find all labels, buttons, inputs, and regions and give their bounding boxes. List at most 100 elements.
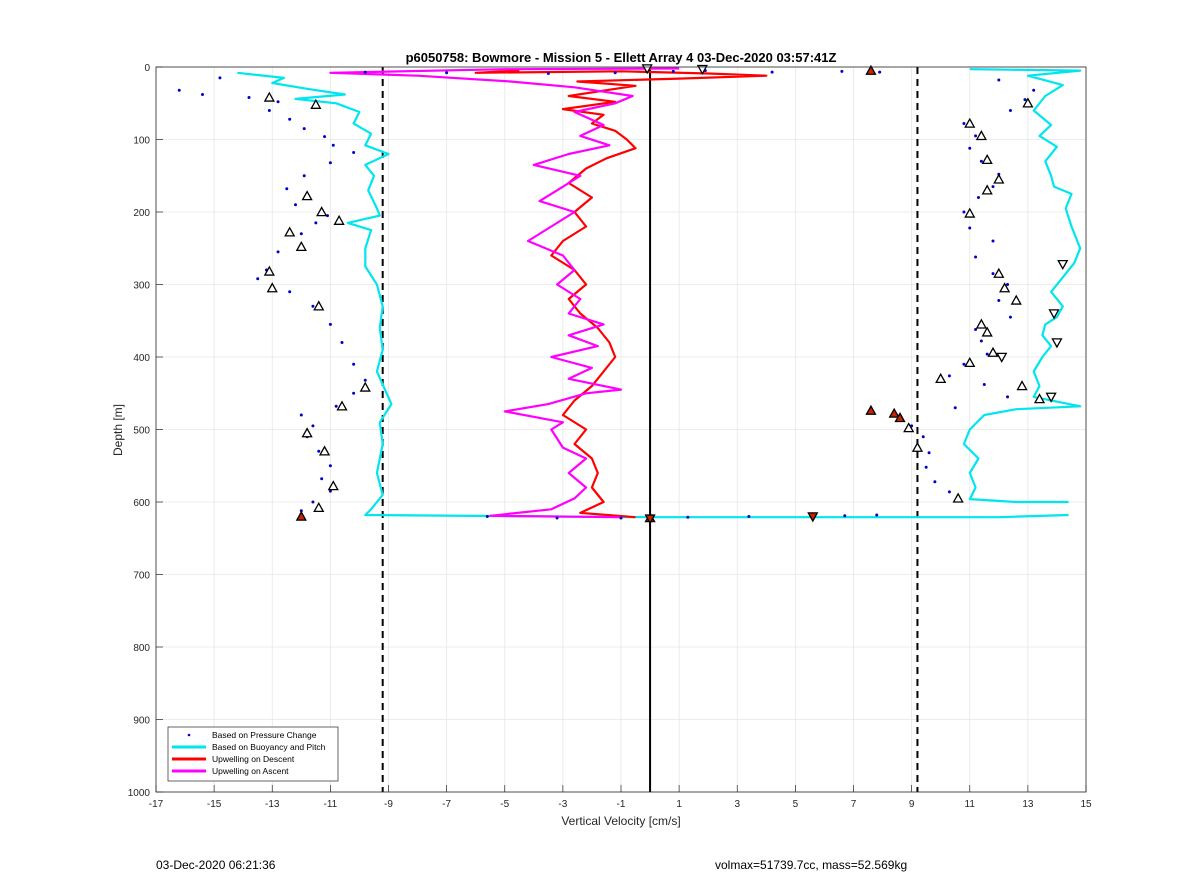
pressure-change-point <box>311 424 315 428</box>
x-tick-label: -11 <box>324 799 338 810</box>
open-up-triangle-marker <box>263 91 275 102</box>
pressure-change-point <box>953 406 957 410</box>
legend-label-descent: Upwelling on Descent <box>212 754 295 764</box>
open-up-triangle-marker <box>313 501 325 513</box>
pressure-change-point <box>352 151 356 155</box>
pressure-change-point <box>933 480 937 484</box>
pressure-change-point <box>328 489 332 493</box>
pressure-change-point <box>285 187 289 191</box>
x-tick-label: -7 <box>442 799 451 810</box>
pressure-change-point <box>962 362 966 366</box>
pressure-change-point <box>311 304 315 308</box>
open-up-triangle-marker <box>964 207 976 218</box>
pressure-change-point <box>302 127 306 131</box>
open-up-triangle-marker <box>911 441 924 452</box>
open-up-triangle-marker <box>1033 393 1046 404</box>
pressure-change-point <box>974 327 978 331</box>
filled-down-triangle-marker <box>644 514 656 525</box>
open-up-triangle-marker <box>1010 294 1022 305</box>
pressure-change-point <box>546 72 550 76</box>
open-up-triangle-marker <box>999 282 1011 293</box>
open-up-triangle-marker <box>935 372 947 384</box>
x-tick-label: 3 <box>734 799 740 810</box>
pressure-change-point <box>352 362 356 366</box>
pressure-change-point <box>968 226 972 230</box>
open-up-triangle-marker <box>301 190 313 201</box>
pressure-change-point <box>276 250 280 254</box>
open-up-triangle-marker <box>263 265 275 276</box>
y-tick-label: 600 <box>133 498 150 509</box>
pressure-change-point <box>247 95 251 99</box>
open-up-triangle-marker <box>318 445 331 456</box>
x-tick-label: 15 <box>1080 799 1092 810</box>
pressure-change-point <box>619 516 623 520</box>
open-down-triangle-marker <box>1045 392 1057 403</box>
pressure-change-point <box>927 451 931 455</box>
pressure-change-point <box>299 232 303 236</box>
open-up-triangle-marker <box>316 206 328 217</box>
open-up-triangle-marker <box>284 226 296 237</box>
pressure-change-point <box>288 290 292 294</box>
pressure-change-point <box>997 78 1001 82</box>
pressure-change-point <box>924 465 928 469</box>
pressure-change-point <box>201 93 204 97</box>
buoyancy-pitch-line <box>237 71 1069 519</box>
pressure-change-point <box>1032 88 1036 92</box>
filled-up-triangle-marker <box>865 64 877 75</box>
open-down-triangle-marker <box>1048 309 1060 320</box>
pressure-change-point <box>352 391 356 395</box>
pressure-change-point <box>320 477 324 481</box>
x-tick-label: -15 <box>207 799 222 810</box>
pressure-change-point <box>445 71 449 75</box>
legend-label-pressure: Based on Pressure Change <box>212 730 317 740</box>
pressure-change-point <box>485 515 489 518</box>
open-up-triangle-marker <box>327 480 339 491</box>
pressure-change-point <box>328 161 332 165</box>
pressure-change-point <box>314 221 318 225</box>
open-up-triangle-marker <box>336 400 348 411</box>
pressure-change-point <box>991 239 995 243</box>
open-up-triangle-marker <box>310 98 322 109</box>
pressure-change-point <box>979 339 983 343</box>
open-up-triangle-marker <box>964 117 976 128</box>
open-down-triangle-marker <box>1051 338 1063 349</box>
triangle-markers <box>263 64 1069 525</box>
data-series <box>177 67 1082 520</box>
x-tick-label: -3 <box>558 799 567 810</box>
pressure-change-point <box>302 174 306 178</box>
open-up-triangle-marker <box>981 184 993 195</box>
open-up-triangle-marker <box>975 318 987 329</box>
pressure-change-point <box>613 71 617 75</box>
open-up-triangle-marker <box>1022 97 1034 108</box>
pressure-change-point <box>770 70 774 74</box>
pressure-change-point <box>843 514 847 518</box>
pressure-change-point <box>979 159 983 163</box>
pressure-change-point <box>328 322 332 326</box>
pressure-change-point <box>974 134 978 138</box>
pressure-change-point <box>686 515 690 519</box>
open-up-triangle-marker <box>313 300 325 311</box>
x-tick-label: 13 <box>1022 799 1034 810</box>
pressure-change-point <box>671 69 675 73</box>
pressure-change-point <box>947 374 951 378</box>
pressure-change-point <box>997 298 1001 302</box>
y-tick-label: 400 <box>133 353 150 364</box>
pressure-change-point <box>991 272 995 276</box>
open-up-triangle-marker <box>333 214 345 225</box>
filled-up-triangle-marker <box>865 404 877 415</box>
x-tick-label: 11 <box>965 799 976 810</box>
y-tick-label: 1000 <box>128 788 151 799</box>
pressure-change-point <box>256 277 260 281</box>
open-up-triangle-marker <box>903 422 915 433</box>
filled-up-triangle-marker <box>295 510 307 521</box>
open-up-triangle-marker <box>993 173 1005 184</box>
pressure-change-point <box>991 185 995 189</box>
open-up-triangle-marker <box>1016 380 1028 391</box>
open-up-triangle-marker <box>295 240 307 252</box>
pressure-change-point <box>288 117 292 121</box>
pressure-change-point <box>177 88 181 92</box>
pressure-change-point <box>875 513 879 517</box>
x-tick-label: 5 <box>793 799 799 810</box>
y-tick-label: 900 <box>133 716 150 727</box>
